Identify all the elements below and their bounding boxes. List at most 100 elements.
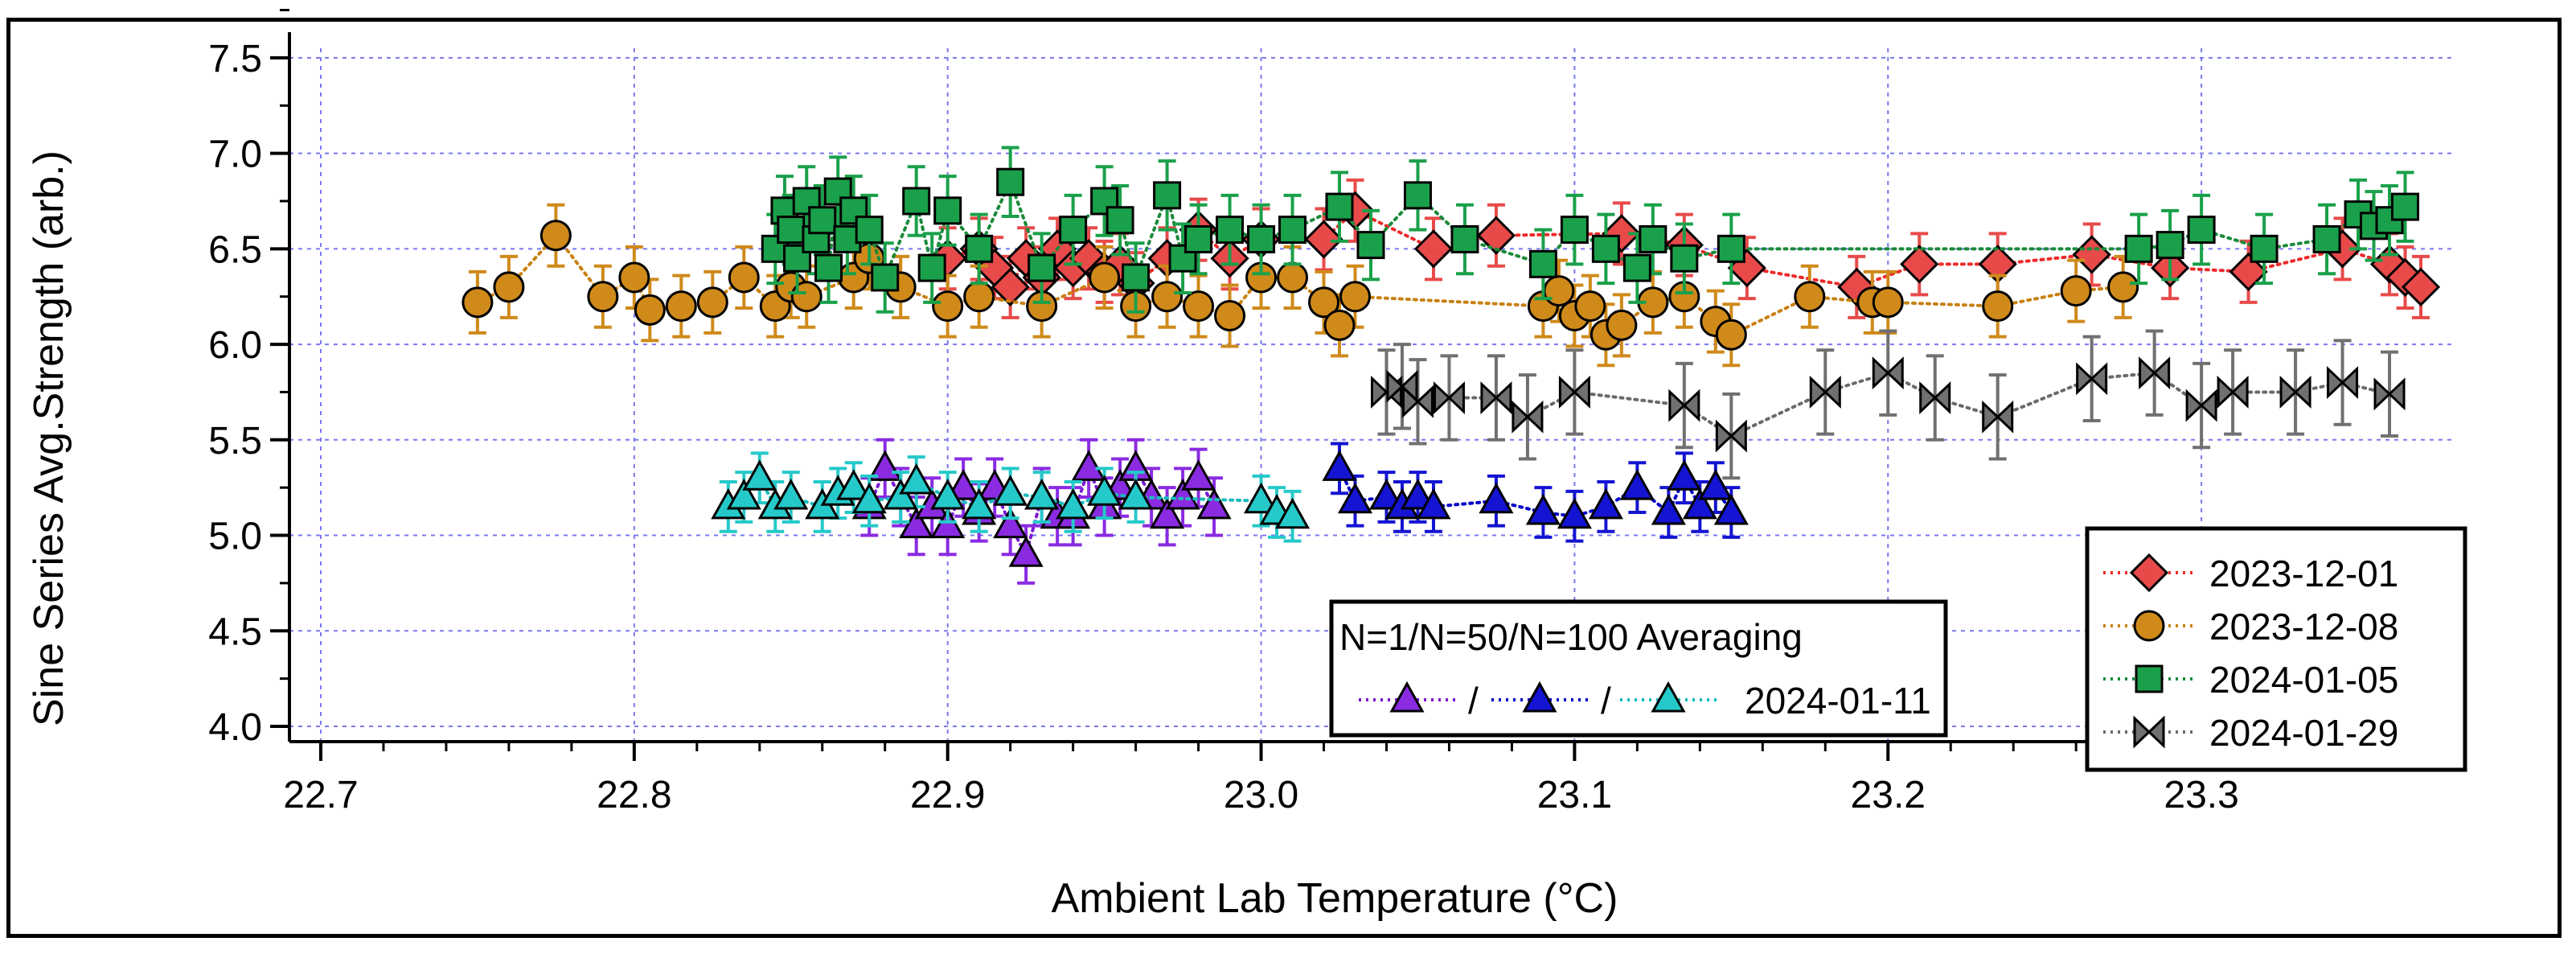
legend-marker	[1389, 681, 1425, 713]
data-point	[1274, 497, 1311, 529]
data-point	[1794, 281, 1826, 313]
data-point	[1823, 375, 1841, 409]
data-point	[461, 286, 494, 319]
data-point	[1339, 281, 1372, 313]
data-point	[2250, 234, 2279, 263]
y-axis-label: Sine Series Avg.Strength (arb.)	[26, 150, 72, 726]
x-tick-label: 23.0	[1224, 774, 1298, 816]
data-point	[2076, 362, 2094, 396]
data-point	[1900, 245, 1939, 284]
data-point	[993, 507, 1028, 539]
data-point	[2107, 271, 2139, 303]
data-point	[933, 196, 962, 225]
data-point	[1982, 400, 2000, 434]
data-point	[899, 463, 934, 495]
data-point	[1165, 478, 1200, 510]
data-point	[1670, 244, 1699, 273]
data-point	[1558, 375, 1577, 409]
data-point	[871, 263, 900, 292]
data-point	[1337, 482, 1373, 514]
data-point	[1416, 487, 1451, 520]
data-point	[1667, 459, 1702, 491]
data-point	[618, 261, 650, 294]
data-point	[790, 281, 822, 313]
data-point	[1153, 181, 1182, 210]
data-point	[1639, 224, 1667, 253]
data-point	[1682, 487, 1717, 520]
data-point	[2387, 377, 2406, 411]
data-point	[1528, 249, 1557, 278]
data-point	[1433, 381, 1451, 415]
data-point	[932, 290, 964, 323]
data-point	[726, 478, 761, 510]
x-tick-label: 22.7	[283, 774, 358, 816]
data-point	[808, 206, 837, 235]
data-point	[1872, 286, 1904, 319]
data-point	[1308, 286, 1340, 319]
data-point	[2185, 389, 2204, 422]
data-point	[1557, 497, 1592, 529]
legend-label: 2024-01-11	[1745, 680, 1931, 722]
data-point	[2327, 366, 2344, 400]
series-layer	[461, 146, 2441, 585]
data-point	[1400, 478, 1436, 510]
data-point	[1682, 389, 1700, 422]
series-2024-01-05	[761, 146, 2420, 314]
data-point	[1933, 381, 1951, 415]
data-point	[1480, 381, 1499, 415]
data-point	[1122, 263, 1151, 292]
x-axis-label: Ambient Lab Temperature (°C)	[1052, 875, 1618, 922]
data-point	[2312, 224, 2341, 253]
data-point	[823, 177, 852, 206]
data-point	[1413, 229, 1454, 269]
series-2024-01-29	[1370, 329, 2406, 480]
data-point	[1024, 478, 1060, 510]
data-point	[814, 253, 843, 282]
data-point	[1573, 375, 1590, 409]
data-point	[1356, 231, 1385, 260]
legend-marker	[1522, 681, 1557, 713]
legend-box	[1329, 599, 1948, 738]
data-point	[1322, 450, 1357, 481]
data-point	[1619, 469, 1655, 500]
data-point	[1525, 400, 1544, 434]
chart-frame	[6, 18, 2562, 938]
data-point	[1479, 482, 1514, 514]
data-point	[1715, 319, 1747, 351]
data-point	[1809, 375, 1827, 409]
data-point	[1184, 224, 1213, 253]
data-point	[1087, 475, 1122, 506]
y-tick-label: 5.0	[208, 516, 262, 558]
data-point	[1403, 181, 1432, 210]
data-point	[1982, 290, 2014, 323]
data-point	[1713, 493, 1749, 525]
data-point	[1494, 381, 1512, 415]
data-point	[1118, 478, 1154, 510]
data-point	[1622, 253, 1651, 282]
legend: 2023-12-01 2023-12-08 2024-01-05 2024-01-29	[2085, 526, 2467, 772]
data-point	[1277, 261, 1309, 294]
y-tick-label: 6.0	[208, 324, 262, 367]
data-point	[1368, 478, 1405, 510]
data-point	[1996, 400, 2014, 434]
data-point	[962, 487, 997, 520]
legend-marker	[1651, 681, 1686, 713]
legend-label: 2023-12-08	[2209, 606, 2398, 648]
data-point	[1214, 299, 1246, 331]
data-point	[1450, 224, 1479, 253]
data-point	[587, 281, 619, 313]
y-tick-label: 5.5	[208, 420, 262, 463]
data-point	[917, 253, 946, 282]
data-point	[1008, 536, 1044, 567]
legend-marker	[2133, 610, 2165, 642]
data-point	[1476, 216, 1516, 255]
data-point	[773, 478, 809, 510]
data-point	[1717, 234, 1745, 263]
y-tick-label: 4.5	[208, 611, 262, 653]
data-point	[1247, 224, 1276, 253]
data-point	[1105, 206, 1134, 235]
averaging-legend: N=1/N=50/N=100 Averaging / / 2024-01-11	[1329, 599, 1948, 738]
legend-separator: /	[1468, 680, 1479, 722]
data-point	[1325, 192, 1354, 221]
